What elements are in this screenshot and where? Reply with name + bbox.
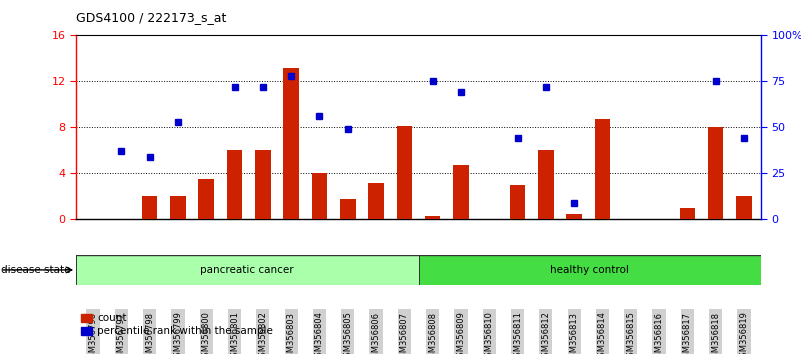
- Text: GSM356800: GSM356800: [202, 312, 211, 354]
- Text: GSM356804: GSM356804: [315, 312, 324, 354]
- Text: disease state: disease state: [1, 265, 70, 275]
- Text: GSM356807: GSM356807: [400, 312, 409, 354]
- Text: GSM356818: GSM356818: [711, 312, 720, 354]
- Text: GSM356811: GSM356811: [513, 312, 522, 354]
- Bar: [368, 183, 384, 219]
- Bar: [340, 199, 356, 219]
- Bar: [227, 150, 243, 219]
- Text: GSM356808: GSM356808: [429, 312, 437, 354]
- Bar: [255, 150, 271, 219]
- Text: GSM356803: GSM356803: [287, 312, 296, 354]
- Text: GDS4100 / 222173_s_at: GDS4100 / 222173_s_at: [76, 11, 227, 24]
- Text: GSM356812: GSM356812: [541, 312, 550, 354]
- Text: GSM356809: GSM356809: [457, 312, 465, 354]
- Bar: [566, 214, 582, 219]
- Bar: [679, 208, 695, 219]
- Text: GSM356802: GSM356802: [259, 312, 268, 354]
- Text: GSM356815: GSM356815: [626, 312, 635, 354]
- Bar: [453, 165, 469, 219]
- Bar: [142, 196, 158, 219]
- Text: GSM356810: GSM356810: [485, 312, 493, 354]
- Text: GSM356796: GSM356796: [89, 312, 98, 354]
- Bar: [425, 216, 441, 219]
- Bar: [736, 196, 752, 219]
- Text: pancreatic cancer: pancreatic cancer: [200, 265, 294, 275]
- Legend: count, percentile rank within the sample: count, percentile rank within the sample: [82, 313, 273, 336]
- Text: GSM356814: GSM356814: [598, 312, 607, 354]
- Text: GSM356798: GSM356798: [145, 312, 154, 354]
- Text: healthy control: healthy control: [550, 265, 629, 275]
- Text: GSM356805: GSM356805: [344, 312, 352, 354]
- Bar: [170, 196, 186, 219]
- Bar: [538, 150, 553, 219]
- Text: GSM356801: GSM356801: [230, 312, 239, 354]
- Text: GSM356819: GSM356819: [739, 312, 748, 354]
- Text: GSM356799: GSM356799: [174, 312, 183, 354]
- Bar: [284, 68, 299, 219]
- Text: GSM356813: GSM356813: [570, 312, 578, 354]
- Text: GSM356817: GSM356817: [683, 312, 692, 354]
- Bar: [396, 126, 413, 219]
- Bar: [509, 185, 525, 219]
- Bar: [418, 255, 761, 285]
- Bar: [708, 127, 723, 219]
- Text: GSM356797: GSM356797: [117, 312, 126, 354]
- Bar: [312, 173, 328, 219]
- Bar: [76, 255, 418, 285]
- Text: GSM356816: GSM356816: [654, 312, 663, 354]
- Bar: [199, 179, 214, 219]
- Bar: [594, 119, 610, 219]
- Text: GSM356806: GSM356806: [372, 312, 380, 354]
